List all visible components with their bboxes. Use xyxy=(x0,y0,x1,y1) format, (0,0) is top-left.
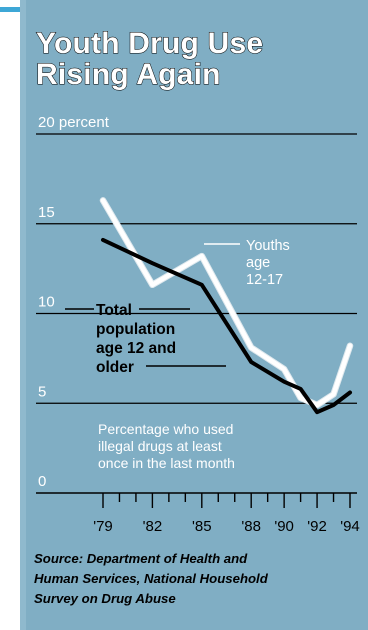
y-tick-label: 15 xyxy=(38,204,55,221)
total-series-label: older xyxy=(96,359,134,376)
source-line-1: Source: Department of Health and xyxy=(34,551,248,566)
total-series-label: Total xyxy=(96,302,132,319)
total-series-label: age 12 and xyxy=(96,340,176,357)
title-line-1: Youth Drug Use xyxy=(35,27,264,60)
youths-series-label: Youths xyxy=(246,238,290,254)
y-tick-label: 10 xyxy=(38,294,55,311)
chart-title: Youth Drug Use Rising Again xyxy=(35,27,264,91)
y-tick-label: 0 xyxy=(38,473,46,490)
youths-series-label: 12-17 xyxy=(246,272,283,288)
panel-edge xyxy=(20,0,26,630)
source-line-3: Survey on Drug Abuse xyxy=(34,591,176,606)
chart-panel xyxy=(20,0,368,630)
x-tick-label: '94 xyxy=(340,518,360,535)
x-tick-label: '92 xyxy=(307,518,327,535)
chart-annotation: illegal drugs at least xyxy=(98,438,222,454)
x-tick-label: '79 xyxy=(93,518,113,535)
x-tick-label: '90 xyxy=(274,518,294,535)
series-line-youths xyxy=(100,198,353,408)
source-note: Source: Department of Health and Human S… xyxy=(34,549,356,609)
chart-annotation: once in the last month xyxy=(98,455,235,471)
y-tick-label: 20 percent xyxy=(38,114,110,131)
source-line-2: Human Services, National Household xyxy=(34,571,268,586)
title-line-2: Rising Again xyxy=(35,58,221,91)
accent-rule xyxy=(0,7,28,12)
chart-annotation: Percentage who used xyxy=(98,421,233,437)
x-tick-label: '88 xyxy=(241,518,261,535)
x-tick-label: '85 xyxy=(192,518,212,535)
youths-series-label: age xyxy=(246,255,270,271)
x-tick-label: '82 xyxy=(143,518,163,535)
y-tick-label: 5 xyxy=(38,383,46,400)
total-series-label: population xyxy=(96,321,175,338)
series-line-total-population xyxy=(101,237,352,415)
